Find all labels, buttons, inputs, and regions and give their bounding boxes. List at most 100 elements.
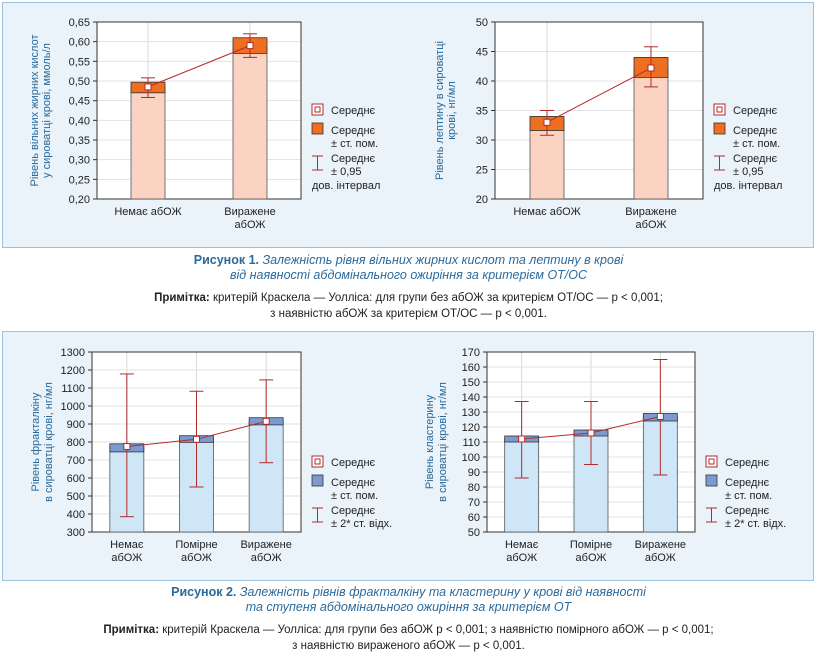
y-tick-label: 600: [67, 473, 85, 485]
y-axis-label: Рівень кластерину: [424, 394, 436, 489]
y-tick-label: 35: [476, 106, 488, 118]
figure2-caption-line2: та ступеня абдомінального ожиріння за кр…: [245, 600, 572, 614]
x-tick-label: Немає: [110, 539, 144, 551]
y-tick-label: 400: [67, 509, 85, 521]
plot-frame: [96, 21, 302, 200]
y-tick-label: 20: [476, 194, 488, 206]
y-axis-label: Рівень фракталкіну: [30, 392, 42, 491]
x-tick-label: абОЖ: [235, 219, 266, 231]
legend-sd-label: ± 2* ст. відх.: [725, 518, 786, 530]
y-tick-label: 0,20: [69, 194, 90, 206]
legend-ci-label: дов. інтервал: [312, 180, 380, 192]
mean-marker: [144, 83, 152, 91]
legend-mean-marker: [314, 106, 321, 113]
legend-se-label: Середнє: [331, 125, 376, 137]
legend-se-label: Середнє: [725, 477, 770, 489]
legend-se-box: [311, 474, 324, 487]
figure1-note-label: Примітка:: [154, 292, 210, 304]
legend-ci-label: Середнє: [733, 153, 778, 165]
y-tick-label: 300: [67, 527, 85, 539]
figure1-caption-line1: Залежність рівня вільних жирних кислот т…: [262, 253, 624, 267]
x-tick-label: абОЖ: [181, 552, 212, 564]
legend-ci-label: ± 0,95: [733, 166, 764, 178]
legend-se-label: Середнє: [331, 477, 376, 489]
mean-marker: [246, 42, 254, 50]
y-tick-label: 1100: [61, 383, 85, 395]
mean-marker: [543, 118, 551, 126]
legend-se-label: ± ст. пом.: [331, 138, 378, 150]
y-tick-label: 90: [468, 467, 480, 479]
x-tick-label: Немає абОЖ: [114, 206, 181, 218]
mean-marker: [123, 443, 131, 450]
figure2-caption: Рисунок 2. Залежність рівнів фракталкіну…: [0, 585, 817, 615]
legend-mean-label: Середнє: [725, 457, 770, 469]
y-tick-label: 0,45: [69, 96, 90, 108]
mean-marker: [647, 64, 655, 72]
x-tick-label: абОЖ: [576, 552, 607, 564]
y-tick-label: 700: [67, 455, 85, 467]
legend-mean-marker: [716, 106, 723, 113]
legend-sd-label: Середнє: [331, 505, 376, 517]
mean-marker: [656, 413, 664, 420]
legend-ci-label: ± 0,95: [331, 166, 362, 178]
legend-se-label: Середнє: [733, 125, 778, 137]
figure1-note-line1: критерій Краскела — Уолліса: для групи б…: [212, 292, 663, 304]
figure1-note: Примітка: критерій Краскела — Уолліса: д…: [0, 290, 817, 322]
x-tick-label: Виражене: [625, 206, 676, 218]
y-axis-label: крові, нг/мл: [446, 81, 458, 140]
figure2-note-line2: з наявністю вираженого абОЖ — p < 0,001.: [292, 640, 525, 652]
y-tick-label: 0,25: [69, 174, 90, 186]
y-tick-label: 60: [468, 512, 480, 524]
y-tick-label: 1000: [61, 401, 85, 413]
figure2-note-label: Примітка:: [103, 624, 160, 636]
y-tick-label: 150: [462, 377, 480, 389]
figure2-caption-line1: Залежність рівнів фракталкіну та кластер…: [239, 585, 646, 599]
x-tick-label: Помірне: [175, 539, 217, 551]
x-tick-label: Немає: [505, 539, 539, 551]
x-tick-label: Виражене: [224, 206, 275, 218]
y-tick-label: 800: [67, 437, 85, 449]
bar: [232, 45, 268, 200]
legend-se-label: ± ст. пом.: [331, 490, 378, 502]
y-tick-label: 70: [468, 497, 480, 509]
x-tick-label: Помірне: [570, 539, 612, 551]
x-tick-label: абОЖ: [636, 219, 667, 231]
bar: [130, 86, 166, 200]
legend-sd-label: Середнє: [725, 505, 770, 517]
figure1-caption-label: Рисунок 1.: [193, 253, 259, 267]
y-tick-label: 0,50: [69, 76, 90, 88]
y-tick-label: 50: [476, 17, 488, 29]
mean-line: [546, 67, 652, 123]
y-tick-label: 1300: [61, 347, 85, 359]
legend-se-box: [713, 122, 726, 135]
legend-se-label: ± ст. пом.: [733, 138, 780, 150]
mean-marker: [193, 435, 200, 443]
y-tick-label: 110: [462, 437, 480, 449]
y-tick-label: 80: [468, 482, 480, 494]
y-tick-label: 45: [476, 47, 488, 59]
y-axis-label: Рівень лептину в сироватці: [434, 41, 446, 180]
y-axis-label: Рівень вільних жирних кислот: [29, 34, 41, 186]
y-tick-label: 0,35: [69, 135, 90, 147]
mean-marker: [587, 429, 595, 437]
y-tick-label: 500: [67, 491, 85, 503]
y-tick-label: 0,40: [69, 115, 90, 127]
y-axis-label: в сироватці крові, нг/мл: [437, 382, 449, 502]
x-tick-label: абОЖ: [251, 552, 282, 564]
y-tick-label: 170: [462, 347, 480, 359]
legend-ci-label: Середнє: [331, 153, 376, 165]
y-tick-label: 0,60: [69, 37, 90, 49]
legend-mean-label: Середнє: [733, 105, 778, 117]
y-tick-label: 900: [67, 419, 85, 431]
y-tick-label: 160: [462, 362, 480, 374]
x-tick-label: абОЖ: [506, 552, 537, 564]
y-tick-label: 120: [462, 422, 480, 434]
y-tick-label: 1200: [61, 365, 85, 377]
legend-ci-label: дов. інтервал: [714, 180, 782, 192]
figure2-caption-label: Рисунок 2.: [171, 585, 237, 599]
legend-mean-marker: [314, 458, 321, 465]
legend-mean-label: Середнє: [331, 105, 376, 117]
